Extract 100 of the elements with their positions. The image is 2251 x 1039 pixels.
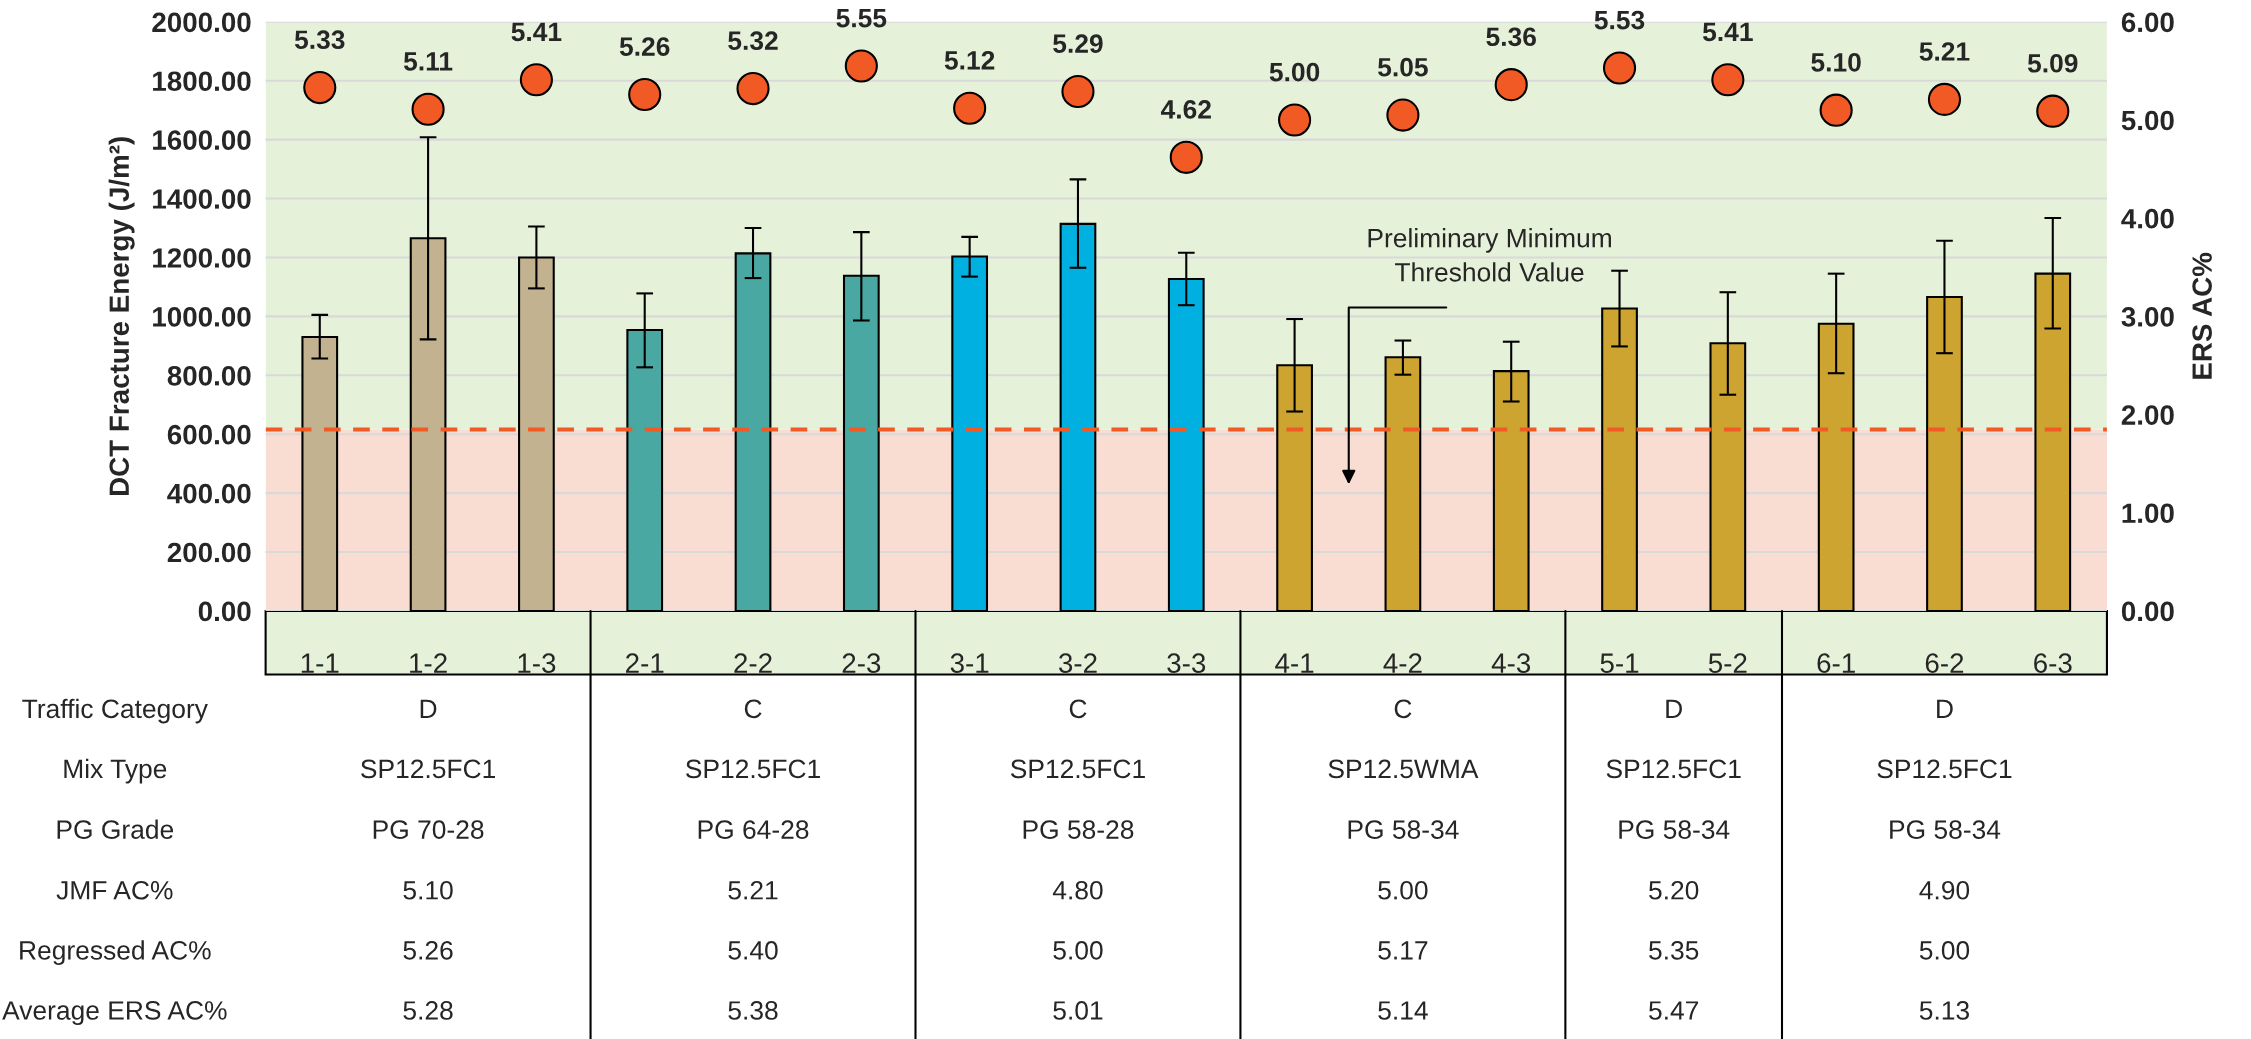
text: 5.20 xyxy=(1649,880,1699,900)
x-tick-label: 1-1 xyxy=(301,653,339,673)
text: 5.26 xyxy=(403,941,453,960)
text: 5.21 xyxy=(728,880,778,900)
text: PG 64-28 xyxy=(698,820,809,839)
text: Mix Type xyxy=(64,758,167,784)
y2-tick-label: 1.00 xyxy=(2122,503,2174,524)
x-tick-label: 5-1 xyxy=(1600,653,1639,673)
y2-tick-label: 4.00 xyxy=(2121,208,2174,229)
text: SP12.5FC1 xyxy=(1877,759,2012,779)
x-tick-label: 4-1 xyxy=(1275,653,1314,673)
data-label: 5.36 xyxy=(1486,27,1536,47)
x-tick-label: 5-2 xyxy=(1708,653,1747,673)
y-tick-label: 1800.00 xyxy=(153,71,251,92)
text: 5.17 xyxy=(1378,941,1428,960)
y2-axis-title: ERS AC% xyxy=(2192,252,2212,379)
x-tick-label: 2-2 xyxy=(734,653,772,673)
text: 4.80 xyxy=(1052,880,1103,900)
x-tick-label: 3-1 xyxy=(950,653,989,673)
text: Regressed AC% xyxy=(20,940,211,965)
y-tick-label: 1000.00 xyxy=(153,307,251,327)
text: SP12.5FC1 xyxy=(361,759,496,779)
y-tick-label: 400.00 xyxy=(167,483,251,504)
text: Average ERS AC% xyxy=(2,1001,227,1026)
text: PG 58-34 xyxy=(1348,820,1459,839)
text: 5.14 xyxy=(1378,1001,1428,1020)
text: PG 58-28 xyxy=(1023,820,1134,839)
y2-tick-label: 2.00 xyxy=(2121,405,2174,425)
text: SP12.5WMA xyxy=(1328,759,1479,779)
y2-tick-label: 3.00 xyxy=(2121,307,2174,327)
point xyxy=(1386,98,1420,132)
x-tick-label: 3-2 xyxy=(1058,653,1097,673)
y-tick-label: 1400.00 xyxy=(153,189,251,209)
point xyxy=(1169,140,1203,174)
point xyxy=(1494,68,1528,102)
text: 5.13 xyxy=(1919,1001,1969,1020)
x-tick-label: 4-2 xyxy=(1383,653,1422,673)
point xyxy=(1711,63,1745,97)
data-label: 5.10 xyxy=(1811,52,1861,72)
point xyxy=(1602,51,1637,85)
text: SP12.5FC1 xyxy=(1606,759,1741,779)
text: D xyxy=(1666,699,1682,718)
y-tick-label: 0.00 xyxy=(198,601,251,622)
text: 5.00 xyxy=(1053,941,1103,960)
text: PG 70-28 xyxy=(373,820,484,839)
data-label: 5.55 xyxy=(836,9,887,28)
x-tick-label: 3-3 xyxy=(1167,653,1206,673)
text: 5.01 xyxy=(1053,1001,1103,1020)
x-tick-label: 2-1 xyxy=(626,653,664,673)
point xyxy=(1061,74,1095,109)
y-tick-label: 1600.00 xyxy=(153,130,251,150)
text: SP12.5FC1 xyxy=(1010,759,1145,779)
data-label: 5.21 xyxy=(1919,42,1970,61)
data-label: 4.62 xyxy=(1161,100,1211,119)
y-axis-title: DCT Fracture Energy (J/m²) xyxy=(108,137,135,496)
point xyxy=(736,72,770,106)
text: Traffic Category xyxy=(22,698,208,724)
text: C xyxy=(1394,699,1412,719)
text: PG Grade xyxy=(57,819,174,839)
point xyxy=(628,77,662,112)
y-tick-label: 800.00 xyxy=(167,365,251,386)
text: PG 58-34 xyxy=(1890,820,2001,839)
annotation: Preliminary Minimum Threshold Value xyxy=(1368,228,1611,282)
text: 5.28 xyxy=(403,1001,453,1020)
data-label: 5.33 xyxy=(294,30,345,50)
text: 5.10 xyxy=(403,880,453,900)
point xyxy=(844,49,878,83)
text: 5.47 xyxy=(1649,1001,1699,1020)
text: 4.90 xyxy=(1919,880,1970,900)
x-tick-label: 4-3 xyxy=(1491,653,1531,673)
y-tick-label: 200.00 xyxy=(167,542,251,563)
x-tick-label: 1-3 xyxy=(518,653,556,673)
point xyxy=(519,63,553,97)
data-label: 5.09 xyxy=(2027,53,2078,73)
data-label: 5.53 xyxy=(1594,10,1645,30)
y2-tick-label: 0.00 xyxy=(2121,601,2174,622)
text: D xyxy=(420,699,437,718)
point xyxy=(2036,94,2070,128)
text: C xyxy=(744,699,762,719)
text: 5.35 xyxy=(1649,941,1699,960)
text: 5.00 xyxy=(1378,880,1428,900)
point xyxy=(1927,82,1962,116)
data-label: 5.11 xyxy=(403,52,453,71)
y-tick-label: 2000.00 xyxy=(152,12,251,33)
data-label: 5.41 xyxy=(511,22,562,42)
x-tick-label: 2-3 xyxy=(842,653,881,673)
text: PG 58-34 xyxy=(1619,820,1730,839)
y2-tick-label: 6.00 xyxy=(2121,12,2174,33)
text: SP12.5FC1 xyxy=(686,759,820,779)
text: D xyxy=(1937,699,1953,718)
y-tick-label: 600.00 xyxy=(167,424,251,445)
data-label: 5.41 xyxy=(1702,22,1753,42)
point xyxy=(1819,93,1853,127)
text: C xyxy=(1069,699,1087,719)
text: 5.40 xyxy=(728,941,778,960)
x-tick-label: 1-2 xyxy=(410,653,447,673)
text: 5.00 xyxy=(1919,941,1970,960)
y-tick-label: 1200.00 xyxy=(153,248,251,268)
data-label: 5.12 xyxy=(944,50,995,70)
data-label: 5.05 xyxy=(1378,57,1428,77)
